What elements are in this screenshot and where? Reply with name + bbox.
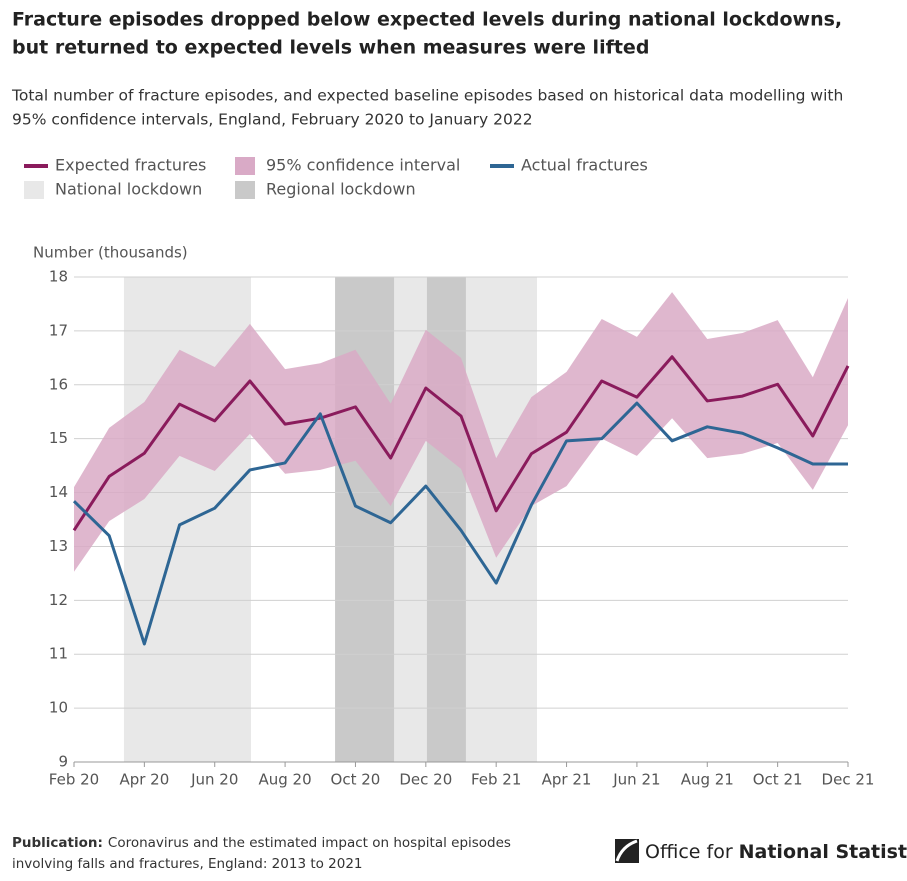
y-tick-label: 11 xyxy=(49,645,68,663)
y-tick-label: 13 xyxy=(49,537,68,555)
y-tick-label: 9 xyxy=(58,753,68,771)
x-tick-label: Aug 20 xyxy=(259,771,312,789)
plot-area: 9 10 11 12 13 14 15 16 17 18 Feb 20 Apr 20 Jun 20 Aug… xyxy=(49,268,875,789)
x-tick-label: Jun 20 xyxy=(190,771,238,789)
y-tick-label: 14 xyxy=(49,483,68,501)
y-tick-label: 12 xyxy=(49,591,68,609)
chart-subtitle: 95% confidence intervals, England, Febru… xyxy=(12,111,533,129)
y-tick-label: 16 xyxy=(49,375,68,393)
chart-subtitle: Total number of fracture episodes, and e… xyxy=(11,87,843,105)
y-tick-label: 17 xyxy=(49,321,68,339)
legend-label: National lockdown xyxy=(55,180,202,199)
legend-label: 95% confidence interval xyxy=(266,156,460,175)
confidence-band xyxy=(74,292,848,572)
x-tick-label: Dec 21 xyxy=(822,771,875,789)
source-label: Publication: xyxy=(12,835,103,851)
legend-label: Expected fractures xyxy=(55,156,206,175)
x-tick-label: Oct 21 xyxy=(753,771,803,789)
x-tick-label: Apr 20 xyxy=(119,771,169,789)
legend-label: Actual fractures xyxy=(521,156,648,175)
source: Publication: Coronavirus and the estimate… xyxy=(12,835,511,851)
x-tick-label: Jun 21 xyxy=(612,771,660,789)
y-axis-label: Number (thousands) xyxy=(33,244,188,262)
logo-text: National Statistics xyxy=(739,841,907,863)
legend-swatch xyxy=(24,181,44,199)
y-tick-label: 10 xyxy=(49,699,68,717)
x-tick-label: Apr 21 xyxy=(542,771,592,789)
legend-label: Regional lockdown xyxy=(266,180,416,199)
y-tick-label: 18 xyxy=(49,268,68,286)
logo-icon xyxy=(615,839,638,862)
y-tick-label: 15 xyxy=(49,429,68,447)
chart-title: but returned to expected levels when mea… xyxy=(12,37,649,59)
source-text: Coronavirus and the estimated impact on … xyxy=(108,835,511,851)
series-line xyxy=(72,355,850,532)
logo: Office for National Statistics xyxy=(615,839,907,863)
chart-title: Fracture episodes dropped below expected… xyxy=(12,9,842,31)
legend-swatch xyxy=(235,157,255,175)
x-tick-label: Oct 20 xyxy=(331,771,381,789)
x-tick-label: Feb 20 xyxy=(49,771,99,789)
legend-swatch xyxy=(235,181,255,199)
source-text: involving falls and fractures, England: … xyxy=(12,856,363,872)
x-tick-label: Aug 21 xyxy=(681,771,734,789)
x-tick-label: Feb 21 xyxy=(471,771,521,789)
logo-text: Office for xyxy=(645,841,733,863)
logo-text: Office for National Statistics xyxy=(645,841,907,863)
x-tick-label: Dec 20 xyxy=(399,771,452,789)
series-line xyxy=(72,401,848,646)
